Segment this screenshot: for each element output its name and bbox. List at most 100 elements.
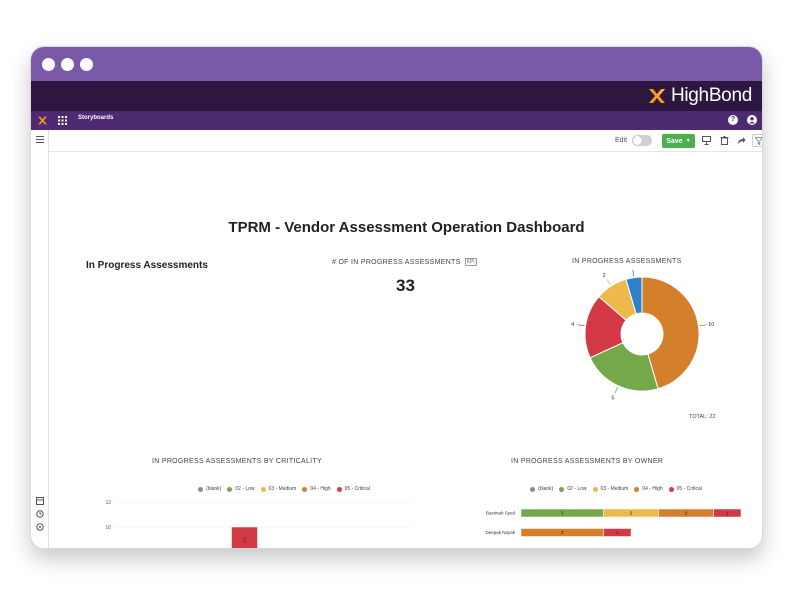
donut-value-label: 2 xyxy=(603,273,606,279)
donut-total-label: TOTAL: 22 xyxy=(689,414,716,420)
legend-label: 02 - Low xyxy=(567,486,587,492)
legend-item-blank[interactable]: (blank) xyxy=(530,486,553,492)
app-grid-icon[interactable] xyxy=(58,116,67,125)
window-control-close[interactable] xyxy=(42,58,55,71)
legend-label: 05 - Critical xyxy=(344,486,370,492)
target-icon[interactable] xyxy=(36,523,44,531)
user-profile-icon[interactable] xyxy=(747,115,757,125)
storyboard-toolbar: Edit Save ▼ xyxy=(49,130,762,152)
window-control-maximize[interactable] xyxy=(80,58,93,71)
donut-value-label: 5 xyxy=(611,396,614,402)
kpi-value: 33 xyxy=(396,276,415,295)
legend-item-low[interactable]: 02 - Low xyxy=(227,486,255,492)
legend-swatch xyxy=(302,486,308,492)
y-tick-label: 12 xyxy=(105,500,111,506)
brand-bar: HighBond xyxy=(31,81,762,111)
edit-label: Edit xyxy=(615,137,628,144)
owner-chart-title: IN PROGRESS ASSESSMENTS BY OWNER xyxy=(511,458,664,465)
legend-swatch xyxy=(530,486,536,492)
donut-slice xyxy=(641,276,700,390)
dashboard-title: TPRM - Vendor Assessment Operation Dashb… xyxy=(228,219,585,236)
bar-value-label: 1 xyxy=(726,511,729,516)
donut-leader-line xyxy=(577,324,585,327)
criticality-legend: (blank) 02 - Low 03 - Medium 04 - High 0… xyxy=(117,486,457,492)
bar-segment xyxy=(231,526,258,548)
legend-label: (blank) xyxy=(538,486,554,492)
legend-label: 04 - High xyxy=(310,486,331,492)
legend-item-critical[interactable]: 05 - Critical xyxy=(336,486,370,492)
dashboard-canvas: TPRM - Vendor Assessment Operation Dashb… xyxy=(49,152,762,548)
donut-slice xyxy=(589,342,659,392)
legend-label: (blank) xyxy=(206,486,222,492)
legend-label: 03 - Medium xyxy=(600,486,629,492)
donut-chart: 105421 xyxy=(571,270,714,402)
legend-item-blank[interactable]: (blank) xyxy=(198,486,221,492)
legend-item-critical[interactable]: 05 - Critical xyxy=(668,486,702,492)
y-tick-label: 10 xyxy=(105,525,111,531)
highbond-logo: HighBond xyxy=(647,84,752,108)
window-titlebar xyxy=(31,47,762,81)
brand-name: HighBond xyxy=(670,85,752,106)
donut-leader-line xyxy=(632,270,635,277)
save-button[interactable]: Save ▼ xyxy=(662,134,695,148)
legend-swatch xyxy=(227,486,233,492)
present-icon[interactable] xyxy=(700,134,713,147)
archive-icon[interactable] xyxy=(36,497,44,505)
donut-slice xyxy=(625,276,643,315)
legend-swatch xyxy=(260,486,266,492)
legend-label: 05 - Critical xyxy=(676,486,702,492)
home-logo-icon[interactable] xyxy=(37,115,48,126)
share-icon[interactable] xyxy=(735,134,748,147)
legend-swatch xyxy=(198,486,204,492)
left-sidebar xyxy=(31,130,49,548)
bar-segment xyxy=(603,528,632,537)
donut-leader-line xyxy=(699,324,707,327)
chevron-down-icon: ▼ xyxy=(685,138,691,144)
legend-swatch xyxy=(559,486,565,492)
donut-value-label: 4 xyxy=(571,322,574,328)
kpi-header: # OF IN PROGRESS ASSESSMENTS KPI xyxy=(332,258,477,266)
history-icon[interactable] xyxy=(36,510,44,518)
window-control-minimize[interactable] xyxy=(61,58,74,71)
edit-toggle[interactable] xyxy=(632,135,652,146)
nav-storyboards-link[interactable]: Storyboards xyxy=(78,115,114,121)
delete-icon[interactable] xyxy=(718,134,731,147)
legend-item-high[interactable]: 04 - High xyxy=(302,486,331,492)
section-title: In Progress Assessments xyxy=(86,260,208,271)
kpi-badge: KPI xyxy=(464,258,477,266)
legend-item-high[interactable]: 04 - High xyxy=(634,486,663,492)
legend-item-medium[interactable]: 03 - Medium xyxy=(592,486,629,492)
donut-chart-title: IN PROGRESS ASSESSMENTS xyxy=(572,258,682,265)
donut-leader-line xyxy=(606,279,611,286)
criticality-chart-title: IN PROGRESS ASSESSMENTS BY CRITICALITY xyxy=(152,458,322,465)
donut-value-label: 10 xyxy=(708,322,714,328)
bar-segment xyxy=(713,508,742,518)
browser-window: HighBond Storyboards ? xyxy=(30,46,763,549)
bar-value-label: 3 xyxy=(561,511,564,516)
legend-swatch xyxy=(634,486,640,492)
legend-item-medium[interactable]: 03 - Medium xyxy=(260,486,297,492)
top-navigation: Storyboards ? xyxy=(31,111,762,130)
legend-swatch xyxy=(668,486,674,492)
kpi-label: # OF IN PROGRESS ASSESSMENTS xyxy=(332,258,461,266)
legend-label: 03 - Medium xyxy=(268,486,297,492)
highbond-logo-icon xyxy=(648,89,665,103)
bar-value-label: 2 xyxy=(685,511,688,516)
bar-value-label: 2 xyxy=(630,511,633,516)
criticality-bar-chart: 121086Count2 xyxy=(105,500,411,548)
legend-item-low[interactable]: 02 - Low xyxy=(559,486,587,492)
bar-segment xyxy=(575,547,604,548)
category-label: Deepak Nayak xyxy=(485,530,515,535)
legend-swatch xyxy=(592,486,598,492)
filter-icon[interactable] xyxy=(752,134,762,147)
legend-label: 04 - High xyxy=(642,486,663,492)
bar-value-label: 3 xyxy=(561,530,564,535)
help-icon[interactable]: ? xyxy=(728,115,738,125)
owner-legend: (blank) 02 - Low 03 - Medium 04 - High 0… xyxy=(489,486,749,492)
legend-label: 02 - Low xyxy=(235,486,255,492)
category-label: Basimah Syed xyxy=(486,511,516,516)
menu-icon[interactable] xyxy=(36,136,44,143)
legend-swatch xyxy=(336,486,342,492)
donut-leader-line xyxy=(614,386,619,394)
